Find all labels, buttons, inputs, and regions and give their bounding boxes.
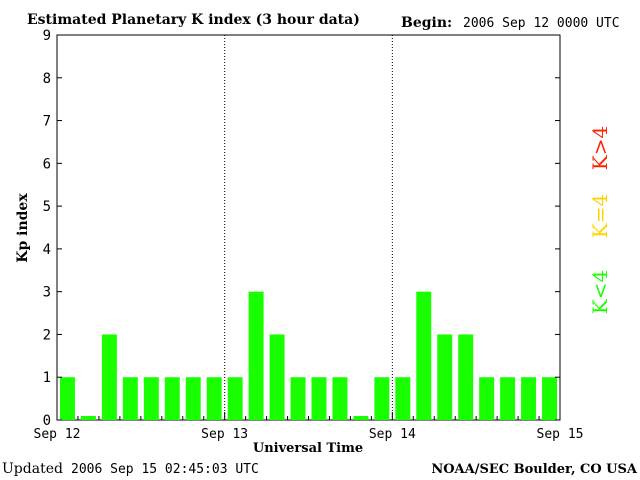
x-day-label: Sep 12 [34, 427, 81, 442]
kp-bar [122, 377, 138, 420]
kp-bar [395, 377, 411, 420]
updated-label: Updated [2, 461, 63, 477]
chart-title: Estimated Planetary K index (3 hour data… [27, 12, 360, 28]
kp-bar [374, 377, 390, 420]
kp-bar [60, 377, 75, 420]
kp-bar [101, 334, 117, 420]
x-axis-label: Universal Time [253, 441, 363, 456]
kp-bar [479, 377, 495, 420]
kp-bar [332, 377, 348, 420]
day-separators [224, 35, 393, 420]
kp-bar [248, 291, 264, 420]
kp-bar [269, 334, 285, 420]
begin-label: Begin: [401, 15, 452, 31]
x-day-label: Sep 15 [537, 427, 584, 442]
kp-bar [542, 377, 557, 420]
plot-frame [56, 34, 561, 421]
y-tick-label: 6 [43, 156, 51, 172]
kp-bar [437, 334, 453, 420]
legend-mid: K=4 [588, 194, 612, 238]
kp-bar [521, 377, 537, 420]
kp-bar [416, 291, 432, 420]
y-tick-label: 9 [43, 28, 51, 44]
y-axis-ticks: 0 1 2 3 4 5 6 7 8 9 [43, 28, 560, 429]
kp-bar [185, 377, 201, 420]
bars [60, 291, 557, 420]
y-tick-label: 4 [43, 242, 51, 258]
y-tick-label: 0 [43, 413, 51, 429]
y-tick-label: 1 [43, 370, 51, 386]
y-tick-label: 5 [43, 199, 51, 215]
y-tick-label: 3 [43, 285, 51, 301]
source-credit: NOAA/SEC Boulder, CO USA [431, 462, 638, 477]
legend-low: K<4 [588, 270, 612, 314]
kp-bar [500, 377, 516, 420]
kp-bar [458, 334, 474, 420]
kp-bar [80, 416, 96, 420]
x-axis-ticks: Sep 12 Sep 13 Sep 14 Sep 15 [34, 412, 584, 442]
updated-value: 2006 Sep 15 02:45:03 UTC [71, 462, 259, 477]
kp-bar [227, 377, 243, 420]
y-tick-label: 7 [43, 114, 51, 130]
kp-bar [164, 377, 180, 420]
y-tick-label: 2 [43, 327, 51, 343]
y-tick-label: 8 [43, 71, 51, 87]
y-axis-label: Kp index [15, 193, 31, 263]
kp-bar [290, 377, 306, 420]
kp-bar [353, 416, 369, 420]
kp-bar [206, 377, 222, 420]
begin-value: 2006 Sep 12 0000 UTC [463, 16, 620, 31]
x-day-label: Sep 13 [201, 427, 248, 442]
kp-bar [143, 377, 159, 420]
x-day-label: Sep 14 [369, 427, 416, 442]
kp-bar [311, 377, 327, 420]
legend-high: K>4 [588, 126, 612, 170]
